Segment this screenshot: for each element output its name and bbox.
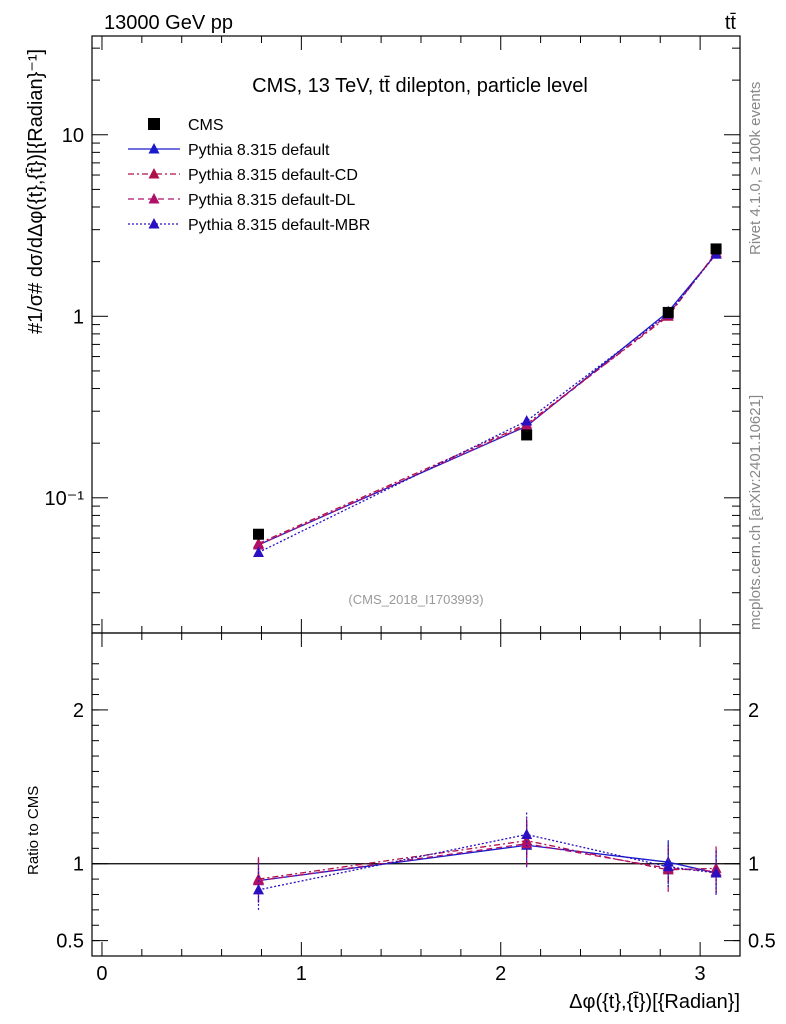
- legend-marker-cms: [148, 118, 160, 130]
- cms-data-point: [662, 306, 674, 318]
- mc-point: [252, 546, 264, 557]
- rivet-version-label: Rivet 4.1.0, ≥ 100k events: [747, 82, 764, 255]
- legend-label: Pythia 8.315 default: [188, 142, 330, 159]
- ratio-point: [710, 866, 722, 878]
- ratio-y-tick-label-right: 1: [748, 854, 759, 876]
- x-tick-label: 3: [695, 963, 706, 985]
- x-tick-label: 0: [96, 963, 107, 985]
- ratio-point: [521, 828, 533, 839]
- ratio-line-2: [258, 839, 717, 880]
- legend: CMS Pythia 8.315 default Pythia 8.315 defa…: [128, 117, 370, 234]
- ratio-line-4: [258, 833, 717, 891]
- ratio-y-tick-label-right: 0.5: [748, 931, 776, 953]
- mc-line-4: [258, 253, 717, 554]
- legend-marker: [148, 193, 160, 204]
- y-tick-label: 1: [73, 306, 84, 328]
- mcplots-label: mcplots.cern.ch [arXiv:2401.10621]: [747, 395, 764, 630]
- axes-layer: 0 1 2 3 10⁻¹ 1 10 0.5 0.5 1 1 2 2: [45, 36, 776, 985]
- ratio-y-tick-label-right: 2: [748, 700, 759, 722]
- ratio-y-tick-label: 2: [73, 700, 84, 722]
- legend-marker: [148, 143, 160, 154]
- ratio-point: [662, 860, 674, 872]
- ratio-line-1: [258, 844, 717, 882]
- legend-label: Pythia 8.315 default-CD: [188, 167, 358, 184]
- energy-label: 13000 GeV pp: [104, 12, 233, 34]
- ratio-point: [252, 883, 264, 895]
- legend-label: Pythia 8.315 default-DL: [188, 192, 355, 209]
- y-axis-label: #1/σ# dσ/dΔφ({t},{t̄})[{Radian}⁻¹]: [25, 49, 47, 334]
- legend-marker: [148, 218, 160, 229]
- mc-point: [521, 414, 533, 426]
- x-tick-label: 1: [296, 963, 307, 985]
- ratio-point: [521, 837, 533, 849]
- cms-data-point: [710, 243, 722, 255]
- legend-label: CMS: [188, 117, 224, 134]
- y-tick-label: 10: [62, 125, 84, 147]
- legend-marker: [148, 168, 160, 179]
- legend-label: Pythia 8.315 default-MBR: [188, 217, 370, 234]
- y-tick-label: 10⁻¹: [45, 488, 85, 510]
- traces-layer: [252, 243, 722, 912]
- ratio-y-axis-label: Ratio to CMS: [25, 786, 42, 875]
- process-label: tt̄: [725, 12, 737, 34]
- mc-line-1: [258, 253, 717, 546]
- x-tick-label: 2: [495, 963, 506, 985]
- ratio-y-tick-label: 0.5: [56, 931, 84, 953]
- cms-data-point: [521, 429, 533, 441]
- ratio-frame: [91, 632, 741, 957]
- mc-point: [252, 538, 264, 550]
- analysis-watermark: (CMS_2018_I1703993): [348, 592, 483, 607]
- ratio-y-tick-label: 1: [73, 854, 84, 876]
- x-axis-label: Δφ({t},{t̄})[{Radian}]: [569, 991, 740, 1013]
- mc-line-2: [258, 251, 717, 545]
- cms-data-point: [252, 528, 264, 540]
- chart-title: CMS, 13 TeV, tt̄ dilepton, particle leve…: [252, 75, 588, 97]
- mc-line-3: [258, 253, 717, 546]
